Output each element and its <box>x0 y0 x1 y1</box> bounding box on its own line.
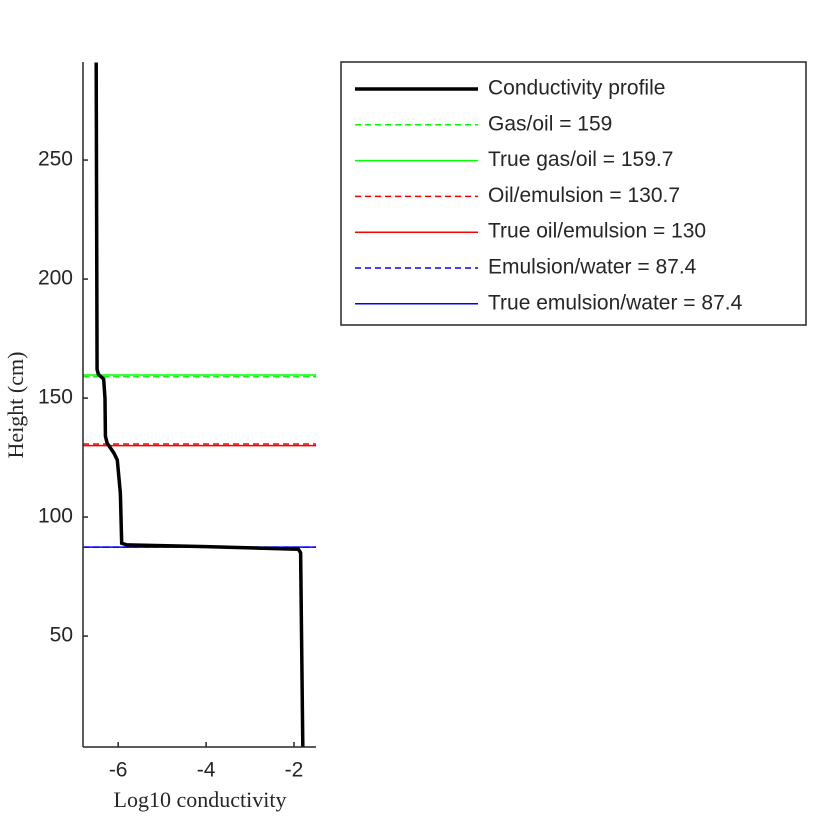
y-tick-label: 250 <box>38 148 73 171</box>
legend-label: True oil/emulsion = 130 <box>488 220 706 243</box>
profile-line <box>94 62 305 748</box>
y-tick-label: 100 <box>38 505 73 528</box>
y-tick-label: 200 <box>38 267 73 290</box>
y-tick-label: 50 <box>50 624 73 647</box>
x-tick-label: -4 <box>197 759 216 782</box>
legend-label: Oil/emulsion = 130.7 <box>488 184 680 207</box>
legend-label: True gas/oil = 159.7 <box>488 148 673 171</box>
x-axis-label: Log10 conductivity <box>114 787 287 812</box>
legend-label: Gas/oil = 159 <box>488 112 612 135</box>
x-tick-label: -2 <box>285 759 304 782</box>
legend-box <box>340 61 807 326</box>
legend-label: True emulsion/water = 87.4 <box>488 291 743 314</box>
x-tick-label: -6 <box>109 759 128 782</box>
legend-label: Emulsion/water = 87.4 <box>488 256 697 279</box>
y-axis-label: Height (cm) <box>3 352 28 459</box>
legend-label: Conductivity profile <box>488 77 665 100</box>
y-tick-label: 150 <box>38 386 73 409</box>
